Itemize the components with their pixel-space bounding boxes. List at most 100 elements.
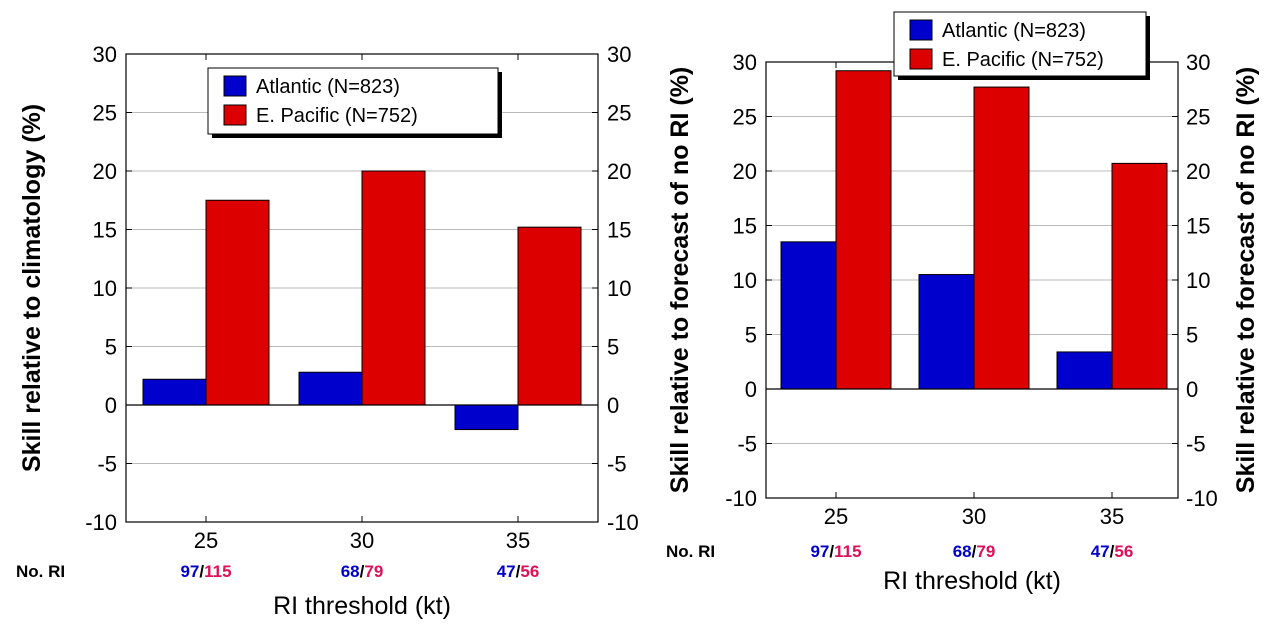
x-tick-label: 30 — [350, 528, 374, 553]
atlantic-count: 97 — [810, 542, 829, 561]
x-tick-label: 35 — [506, 528, 530, 553]
y-tick-label-left: 15 — [93, 218, 117, 243]
atlantic-count: 47 — [1091, 542, 1110, 561]
atlantic-bar-35 — [454, 404, 519, 431]
count-separator: / — [516, 562, 521, 581]
y-tick-label-left: -10 — [725, 486, 757, 511]
pacific-bar-35 — [517, 226, 582, 406]
chart-2: 30 30 25 25 20 20 15 15 10 10 5 5 0 0 -5 -5 -10 -10 25 30 35… — [666, 11, 1260, 595]
count-separator: / — [829, 542, 834, 561]
y-tick-label-right: 20 — [1186, 159, 1210, 184]
pacific-bar-25 — [835, 70, 892, 390]
legend: Atlantic (N=823) E. Pacific (N=752) — [207, 67, 502, 138]
y-tick-label-right: -5 — [607, 452, 627, 477]
ri-count: 68/79 — [953, 542, 996, 561]
pacific-count: 115 — [204, 562, 231, 581]
y-tick-label-left: 0 — [745, 377, 757, 402]
pacific-legend-label: E. Pacific (N=752) — [256, 105, 418, 127]
x-axis-label: RI threshold (kt) — [883, 567, 1061, 595]
pacific-legend-label: E. Pacific (N=752) — [942, 49, 1104, 71]
ri-count: 97/115 — [810, 542, 861, 561]
pacific-legend-swatch — [909, 48, 933, 70]
atlantic-count: 97 — [180, 562, 199, 581]
ri-count: 47/56 — [497, 562, 540, 581]
pacific-bar-30 — [973, 86, 1030, 390]
pacific-bar-25 — [205, 199, 270, 406]
legend: Atlantic (N=823) E. Pacific (N=752) — [893, 11, 1150, 80]
atlantic-count: 47 — [497, 562, 516, 581]
atlantic-bar-25 — [142, 378, 207, 406]
y-tick-label-right: 10 — [1186, 268, 1210, 293]
y-tick-label-left: 20 — [733, 159, 757, 184]
y-tick-label-right: -10 — [1186, 486, 1218, 511]
y-tick-label-left: 30 — [733, 50, 757, 75]
y-tick-label-left: 25 — [733, 105, 757, 130]
atlantic-legend-swatch — [223, 75, 247, 97]
y-tick-label-left: 15 — [733, 214, 757, 239]
atlantic-legend-label: Atlantic (N=823) — [256, 76, 400, 98]
pacific-bar-30 — [361, 170, 426, 406]
y-axis-label: Skill relative to forecast of no RI (%) — [666, 67, 694, 493]
legend-box — [207, 67, 499, 135]
y-tick-label-right: -5 — [1186, 432, 1206, 457]
pacific-legend-swatch — [223, 104, 247, 126]
pacific-count: 79 — [976, 542, 995, 561]
y-tick-label-right: 10 — [607, 276, 631, 301]
x-tick-label: 35 — [1100, 504, 1124, 529]
count-separator: / — [199, 562, 204, 581]
chart-1: 30 30 25 25 20 20 15 15 10 10 5 5 0 0 -5 -5 -10 -10 25 30 35… — [16, 42, 639, 620]
atlantic-count: 68 — [341, 562, 360, 581]
pacific-bar-35 — [1111, 162, 1168, 390]
y-tick-label-right: 0 — [607, 393, 619, 418]
y-tick-label-left: 20 — [93, 159, 117, 184]
atlantic-legend-label: Atlantic (N=823) — [942, 20, 1086, 42]
atlantic-count: 68 — [953, 542, 972, 561]
y-tick-label-left: -10 — [85, 510, 117, 535]
pacific-count: 115 — [834, 542, 861, 561]
y-tick-label-left: -5 — [97, 452, 117, 477]
atlantic-bar-35 — [1056, 351, 1113, 390]
y-tick-label-right: 15 — [1186, 214, 1210, 239]
pacific-count: 56 — [520, 562, 539, 581]
y-tick-label-left: 0 — [105, 393, 117, 418]
atlantic-legend-swatch — [909, 19, 933, 41]
no-ri-label: No. RI — [16, 562, 65, 581]
pacific-count: 79 — [364, 562, 383, 581]
y-tick-label-left: 5 — [745, 323, 757, 348]
x-tick-label: 30 — [962, 504, 986, 529]
y-tick-label-right: 20 — [607, 159, 631, 184]
y-tick-label-right: 25 — [607, 101, 631, 126]
y-tick-label-right: 15 — [607, 218, 631, 243]
count-separator: / — [360, 562, 365, 581]
y-tick-label-left: 30 — [93, 42, 117, 67]
ri-count: 47/56 — [1091, 542, 1134, 561]
count-separator: / — [972, 542, 977, 561]
x-tick-label: 25 — [194, 528, 218, 553]
y-tick-label-left: 5 — [105, 335, 117, 360]
y-tick-label-left: -5 — [737, 432, 757, 457]
atlantic-bar-30 — [918, 274, 975, 390]
x-tick-label: 25 — [824, 504, 848, 529]
pacific-count: 56 — [1114, 542, 1133, 561]
y-axis-label-right: Skill relative to forecast of no RI (%) — [1232, 67, 1260, 493]
atlantic-bar-25 — [780, 241, 837, 390]
atlantic-bar-30 — [298, 371, 363, 406]
y-tick-label-right: 5 — [1186, 323, 1198, 348]
y-tick-label-right: -10 — [607, 510, 639, 535]
y-tick-label-left: 10 — [93, 276, 117, 301]
legend-box — [893, 11, 1147, 77]
no-ri-label: No. RI — [666, 542, 715, 561]
y-tick-label-right: 30 — [607, 42, 631, 67]
ri-count: 68/79 — [341, 562, 384, 581]
y-tick-label-right: 0 — [1186, 377, 1198, 402]
y-axis-label: Skill relative to climatology (%) — [18, 104, 46, 472]
y-tick-label-left: 10 — [733, 268, 757, 293]
y-tick-label-right: 5 — [607, 335, 619, 360]
y-tick-label-right: 30 — [1186, 50, 1210, 75]
count-separator: / — [1110, 542, 1115, 561]
x-axis-label: RI threshold (kt) — [273, 592, 451, 620]
y-tick-label-left: 25 — [93, 101, 117, 126]
ri-count: 97/115 — [180, 562, 231, 581]
y-tick-label-right: 25 — [1186, 105, 1210, 130]
